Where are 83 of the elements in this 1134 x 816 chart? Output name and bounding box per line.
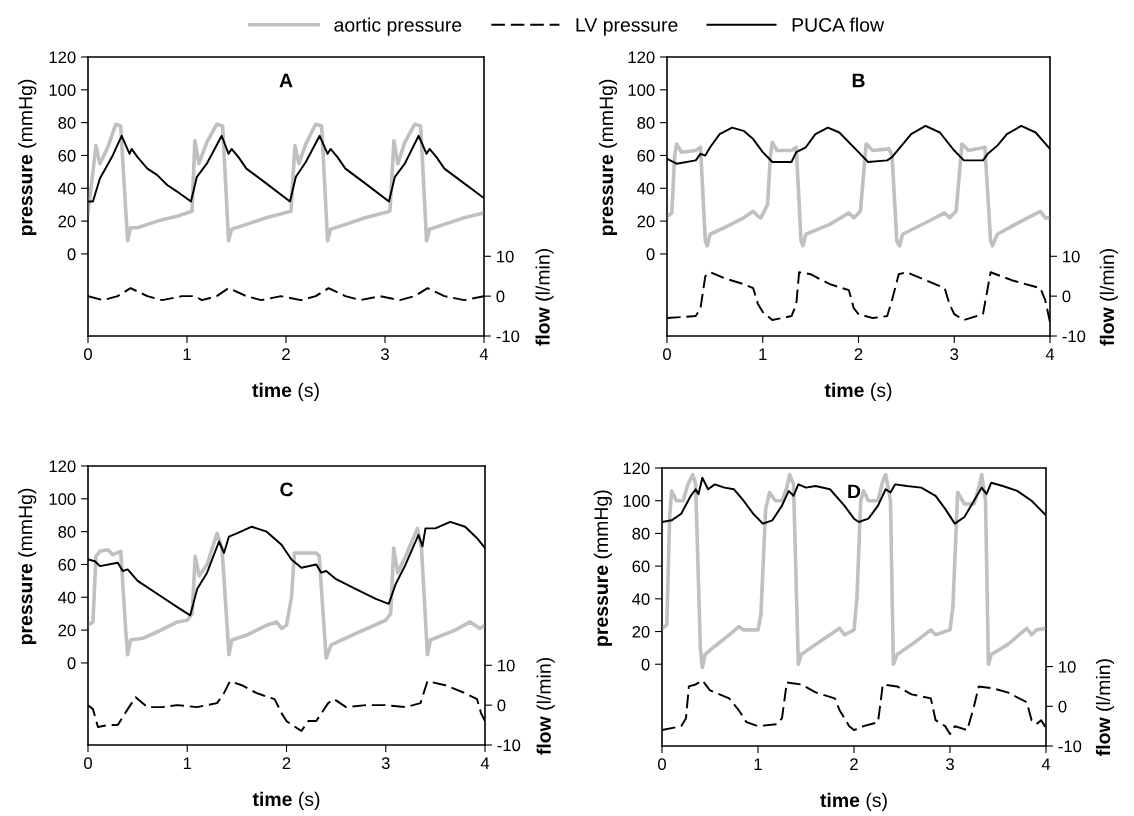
x-tick-label: 1	[183, 757, 192, 769]
y-tick-label: 20	[58, 624, 76, 637]
y-tick-label: 20	[632, 625, 650, 638]
y2-tick-label: 10	[498, 659, 515, 672]
x-tick-label: 2	[282, 757, 291, 769]
x-tick-label: 3	[946, 758, 954, 771]
x-axis-title: time (s)	[252, 791, 320, 810]
y2-tick-label: 0	[1058, 700, 1067, 713]
y-tick-label: 40	[637, 182, 655, 195]
y-tick-label: 80	[58, 526, 76, 538]
y-tick-label: 80	[632, 527, 650, 540]
y2-tick-label: 10	[1059, 660, 1076, 673]
y-tick-label: 60	[632, 560, 650, 573]
y-axis-title: pressure (mmHg)	[598, 79, 618, 236]
x-tick-label: 3	[950, 348, 959, 361]
y2-tick-label: -10	[496, 330, 520, 343]
y2-tick-label: 0	[1062, 290, 1071, 303]
x-axis-title: time (s)	[820, 792, 887, 811]
x-tick-label: 0	[658, 758, 666, 771]
x-tick-label: 0	[84, 348, 92, 361]
line-series	[88, 122, 484, 243]
y2-tick-label: 0	[497, 699, 506, 712]
y-tick-label: 80	[58, 117, 76, 129]
x-tick-label: 4	[479, 348, 489, 360]
y-tick-label: 120	[628, 51, 655, 64]
y-tick-label: 40	[58, 182, 76, 195]
legend-label: LV pressure	[576, 18, 678, 36]
y-tick-label: 120	[49, 51, 76, 64]
legend-label: PUCA flow	[792, 17, 885, 32]
y2-axis-title: flow (l/min)	[535, 249, 554, 346]
y-tick-label: 60	[58, 558, 76, 571]
line-series	[662, 472, 1046, 670]
y-tick-label: 120	[623, 462, 650, 475]
text: D	[848, 484, 861, 499]
y-axis-title: pressure (mmHg)	[18, 488, 37, 645]
x-tick-label: 2	[854, 348, 863, 360]
x-tick-label: 3	[381, 757, 390, 770]
text: B	[852, 73, 865, 88]
y-tick-label: 100	[49, 84, 76, 97]
y-tick-label: 100	[49, 493, 76, 506]
y-tick-label: 100	[628, 84, 655, 97]
y-tick-label: 60	[58, 149, 76, 162]
y-tick-label: 20	[637, 215, 655, 228]
y-tick-label: 40	[632, 593, 650, 606]
x-tick-label: 1	[183, 348, 191, 360]
line-series	[667, 140, 1050, 248]
y2-tick-label: -10	[1058, 740, 1082, 753]
x-tick-label: 0	[663, 348, 671, 361]
x-tick-label: 2	[282, 348, 290, 360]
x-axis-title: time (s)	[252, 382, 319, 401]
y2-axis-title: flow (l/min)	[536, 658, 555, 755]
y-tick-label: 0	[646, 248, 655, 261]
x-axis-title: time (s)	[824, 382, 892, 401]
y-tick-label: 0	[67, 248, 76, 261]
text: A	[279, 73, 293, 88]
x-tick-label: 3	[381, 348, 389, 361]
x-tick-label: 4	[480, 757, 490, 769]
y2-axis-title: flow (l/min)	[1099, 249, 1118, 346]
x-tick-label: 4	[1045, 348, 1055, 360]
x-tick-label: 1	[759, 348, 767, 360]
y2-tick-label: -10	[497, 739, 521, 752]
x-tick-label: 4	[1041, 758, 1051, 770]
y-tick-label: 0	[641, 658, 650, 671]
y-tick-label: 20	[58, 215, 76, 228]
y2-tick-label: -10	[1062, 330, 1086, 343]
x-tick-label: 1	[754, 758, 762, 770]
y-tick-label: 40	[58, 591, 76, 604]
y-axis-title: pressure (mmHg)	[593, 490, 612, 646]
y2-tick-label: 0	[496, 290, 505, 303]
legend-label: aortic pressure	[334, 17, 462, 36]
y-tick-label: 0	[67, 657, 76, 670]
x-tick-label: 0	[84, 757, 92, 770]
y-tick-label: 80	[637, 117, 655, 129]
x-tick-label: 2	[850, 758, 858, 770]
line-series	[88, 526, 485, 660]
y-tick-label: 100	[623, 495, 650, 507]
y-tick-label: 60	[637, 149, 655, 162]
y2-tick-label: 10	[497, 250, 514, 263]
y-tick-label: 120	[49, 460, 76, 473]
text: C	[280, 482, 293, 497]
y2-axis-title: flow (l/min)	[1095, 659, 1115, 756]
y-axis-title: pressure (mmHg)	[18, 79, 37, 236]
y2-tick-label: 10	[1063, 250, 1080, 263]
